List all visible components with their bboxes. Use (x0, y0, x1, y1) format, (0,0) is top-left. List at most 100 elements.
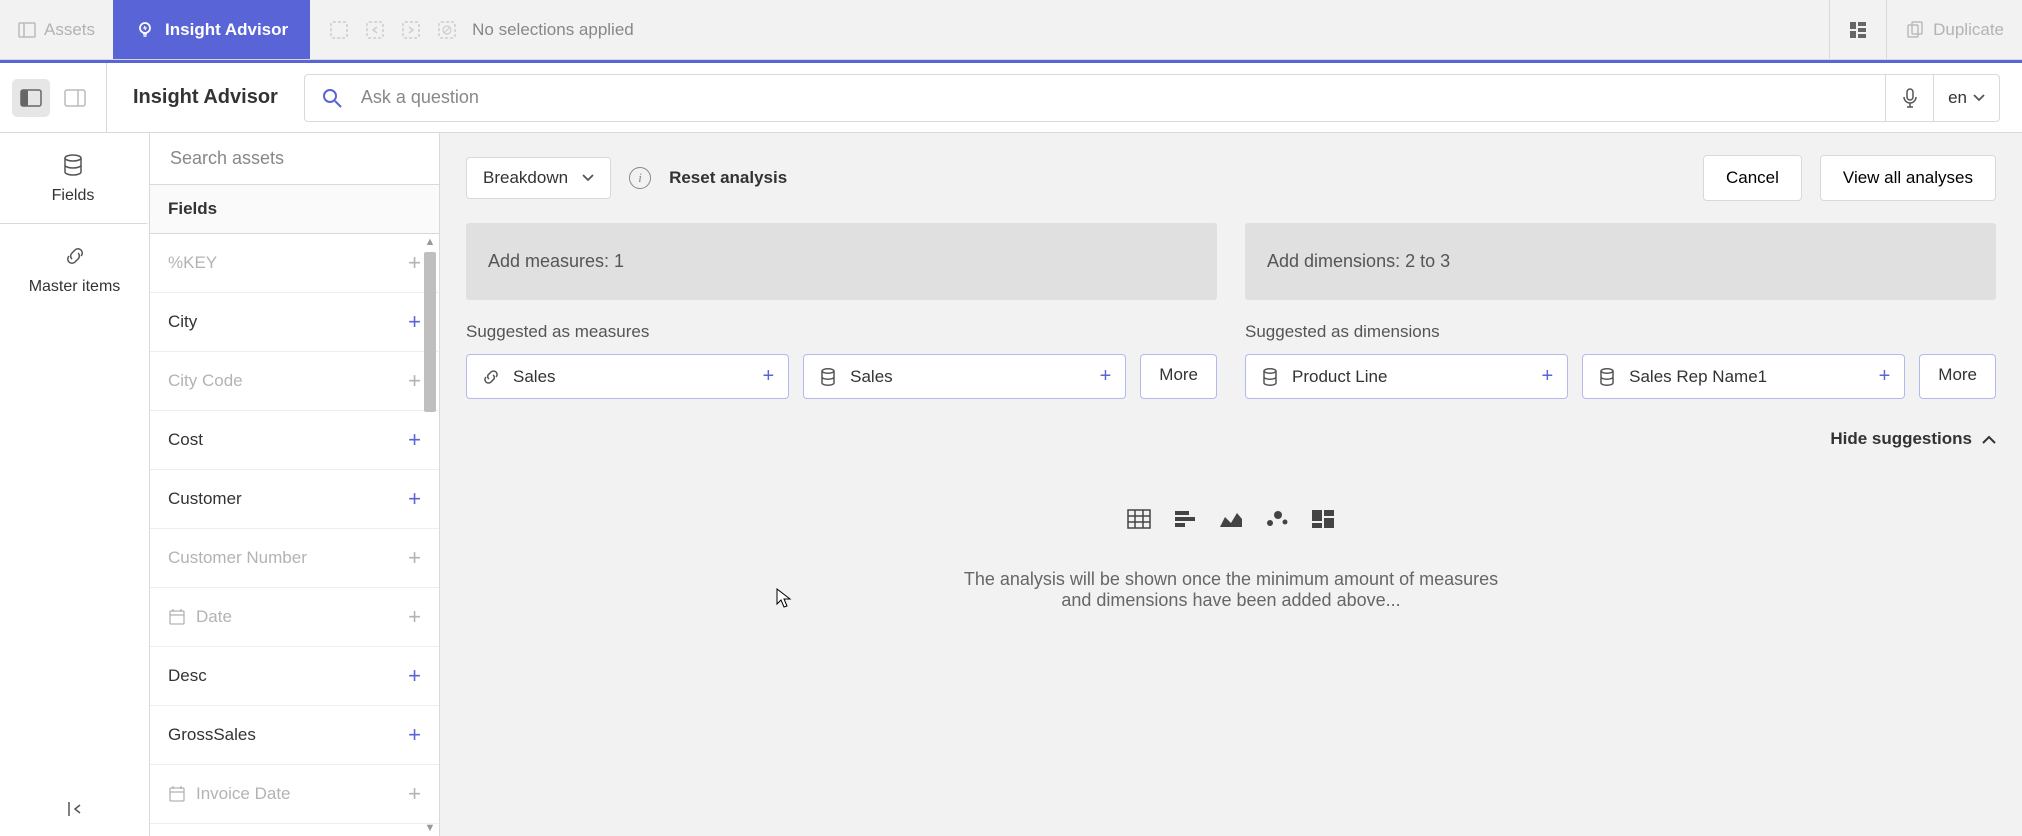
clear-selection-icon[interactable] (436, 19, 458, 41)
cancel-button[interactable]: Cancel (1703, 155, 1802, 201)
workspace: Breakdown i Reset analysis Cancel View a… (440, 133, 2022, 836)
lasso-icon[interactable] (328, 19, 350, 41)
reset-analysis-button[interactable]: Reset analysis (669, 168, 787, 188)
microphone-icon (1901, 87, 1919, 109)
nav-master-items[interactable]: Master items (0, 224, 149, 314)
field-row[interactable]: Desc + (150, 647, 439, 706)
dimension-chip[interactable]: Sales Rep Name1 + (1582, 354, 1905, 399)
measures-dropzone[interactable]: Add measures: 1 (466, 223, 1217, 300)
step-forward-icon[interactable] (400, 19, 422, 41)
more-measure-button[interactable]: More (1140, 354, 1217, 399)
measure-chip[interactable]: Sales + (466, 354, 789, 399)
duplicate-icon (1905, 20, 1925, 40)
suggested-measures-label: Suggested as measures (466, 322, 1217, 342)
right-panel-toggle[interactable] (56, 79, 94, 117)
empty-state: The analysis will be shown once the mini… (466, 509, 1996, 611)
calendar-icon (168, 785, 186, 803)
selection-tools: No selections applied (310, 19, 652, 41)
field-label: Customer (168, 489, 242, 509)
grid-layout-button[interactable] (1829, 0, 1886, 59)
field-row[interactable]: City Code+ (150, 352, 439, 411)
nav-master-label: Master items (29, 278, 121, 296)
add-field-button: + (408, 545, 421, 571)
add-chip-button[interactable]: + (1541, 365, 1553, 388)
add-field-button[interactable]: + (408, 427, 421, 453)
chevron-up-icon (1982, 435, 1996, 444)
tab-assets[interactable]: Assets (0, 0, 113, 59)
area-chart-icon (1219, 509, 1243, 529)
database-icon (1597, 367, 1617, 387)
field-row[interactable]: Invoice Date+ (150, 765, 439, 824)
field-label: Customer Number (168, 548, 307, 568)
add-field-button[interactable]: + (408, 309, 421, 335)
more-dimension-button[interactable]: More (1919, 354, 1996, 399)
view-all-analyses-button[interactable]: View all analyses (1820, 155, 1996, 201)
left-panel-icon (20, 89, 42, 107)
hide-suggestions-label: Hide suggestions (1830, 429, 1972, 449)
dimension-chip[interactable]: Product Line + (1245, 354, 1568, 399)
field-row[interactable]: Customer Number + (150, 529, 439, 588)
add-chip-button[interactable]: + (1100, 365, 1112, 388)
scrollbar[interactable]: ▲ ▼ (421, 234, 439, 836)
top-toolbar: Assets Insight Advisor No selections app… (0, 0, 2022, 60)
analysis-type-label: Breakdown (483, 168, 568, 188)
language-selector[interactable]: en (1933, 75, 1999, 121)
add-field-button: + (408, 781, 421, 807)
microphone-button[interactable] (1885, 75, 1933, 121)
bar-chart-icon (1173, 509, 1197, 529)
info-button[interactable]: i (629, 167, 651, 189)
empty-text-line1: The analysis will be shown once the mini… (466, 569, 1996, 590)
tab-assets-label: Assets (44, 20, 95, 40)
add-field-button: + (408, 604, 421, 630)
add-field-button[interactable]: + (408, 486, 421, 512)
grid-icon (1848, 20, 1868, 40)
measures-dropzone-label: Add measures: 1 (488, 251, 624, 271)
field-label: Cost (168, 430, 203, 450)
nav-rail: Fields Master items (0, 133, 150, 836)
chip-label: Sales (850, 367, 1087, 387)
chip-label: Product Line (1292, 367, 1529, 387)
nav-fields[interactable]: Fields (0, 133, 149, 224)
left-panel-toggle[interactable] (12, 79, 50, 117)
search-bar: en (304, 74, 2000, 122)
search-input[interactable] (359, 86, 1885, 109)
chip-label: Sales (513, 367, 750, 387)
add-chip-button[interactable]: + (762, 365, 774, 388)
field-row[interactable]: Customer + (150, 470, 439, 529)
page-title: Insight Advisor (107, 86, 304, 109)
nav-fields-label: Fields (52, 187, 95, 205)
analysis-type-dropdown[interactable]: Breakdown (466, 157, 611, 199)
assets-panel: Fields ▲ ▼ %KEY+City+City Code+Cost+Cust… (150, 133, 440, 836)
field-row[interactable]: GrossSales+ (150, 706, 439, 765)
field-row[interactable]: Cost + (150, 411, 439, 470)
add-field-button: + (408, 250, 421, 276)
field-label: Date (196, 607, 232, 627)
field-label: Desc (168, 666, 207, 686)
language-label: en (1948, 88, 1967, 108)
field-row[interactable]: City+ (150, 293, 439, 352)
right-panel-icon (64, 89, 86, 107)
dimensions-dropzone[interactable]: Add dimensions: 2 to 3 (1245, 223, 1996, 300)
chip-label: Sales Rep Name1 (1629, 367, 1866, 387)
link-icon (63, 244, 87, 268)
field-row[interactable]: %KEY + (150, 234, 439, 293)
search-icon (321, 87, 343, 109)
calendar-icon (168, 608, 186, 626)
add-field-button[interactable]: + (408, 722, 421, 748)
step-back-icon[interactable] (364, 19, 386, 41)
collapse-icon (66, 800, 84, 818)
field-label: %KEY (168, 253, 217, 273)
database-icon (61, 153, 85, 177)
measure-chip[interactable]: Sales + (803, 354, 1126, 399)
empty-text-line2: and dimensions have been added above... (466, 590, 1996, 611)
add-chip-button[interactable]: + (1879, 365, 1891, 388)
hide-suggestions-button[interactable]: Hide suggestions (466, 429, 1996, 449)
duplicate-button[interactable]: Duplicate (1886, 0, 2022, 59)
add-field-button: + (408, 368, 421, 394)
assets-search-input[interactable] (168, 147, 421, 170)
field-row[interactable]: Date + (150, 588, 439, 647)
collapse-rail-button[interactable] (0, 800, 149, 818)
tab-insight-advisor[interactable]: Insight Advisor (113, 0, 310, 59)
add-field-button[interactable]: + (408, 663, 421, 689)
table-chart-icon (1127, 509, 1151, 529)
